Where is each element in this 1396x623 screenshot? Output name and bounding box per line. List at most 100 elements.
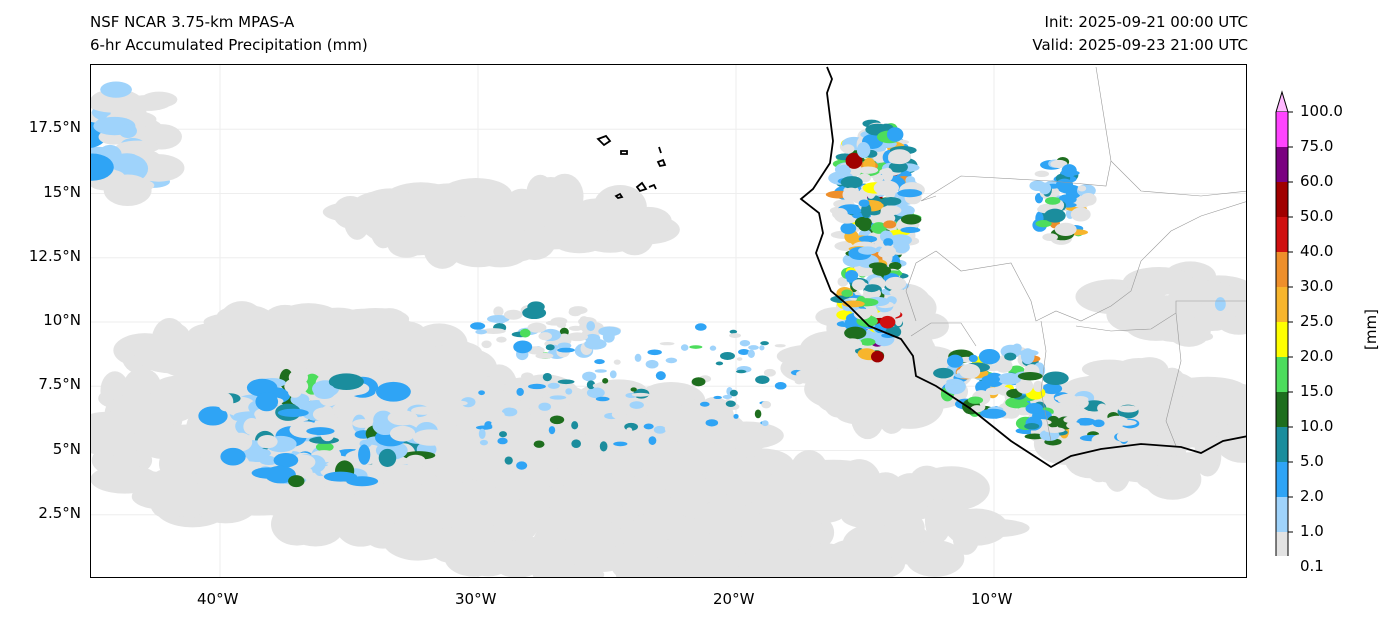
- precip-cell: [306, 427, 335, 436]
- precip-cell: [609, 370, 617, 379]
- precip-cell: [673, 417, 680, 421]
- precip-cell: [880, 205, 902, 216]
- precip-cell: [664, 405, 698, 443]
- precip-cell: [255, 408, 269, 423]
- precip-cell: [842, 338, 863, 350]
- precip-cell: [959, 363, 981, 379]
- map-canvas: [91, 65, 1246, 577]
- precip-cell: [1038, 182, 1052, 195]
- precip-cell: [886, 127, 904, 142]
- precip-cell: [595, 396, 610, 402]
- precip-cell: [393, 224, 445, 256]
- precip-cell: [612, 555, 670, 577]
- precip-cell: [761, 420, 769, 427]
- precip-cell: [845, 152, 863, 169]
- precip-cell: [1063, 416, 1078, 424]
- precip-cell: [550, 407, 563, 418]
- precip-cell: [411, 406, 436, 415]
- precip-cell: [493, 306, 504, 317]
- lat-tick-label: 17.5°N: [28, 118, 81, 137]
- precip-cell: [729, 329, 738, 334]
- precip-cell: [900, 226, 921, 234]
- precip-cell: [586, 320, 596, 332]
- precip-cell: [257, 434, 278, 449]
- precip-cell: [736, 357, 743, 361]
- precip-cell: [1020, 348, 1035, 365]
- precipitation-field: [91, 81, 1246, 577]
- precip-cell: [794, 377, 804, 385]
- init-time: Init: 2025-09-21 00:00 UTC: [1044, 13, 1248, 31]
- precip-cell: [738, 348, 750, 355]
- precip-cell: [373, 410, 394, 430]
- precip-cell: [774, 382, 787, 390]
- precip-cell: [733, 413, 739, 419]
- precip-cell: [497, 437, 508, 445]
- precip-cell: [889, 288, 907, 297]
- precip-cell: [501, 407, 518, 417]
- precip-cell: [115, 140, 160, 154]
- precip-cell: [103, 174, 152, 207]
- precip-cell: [677, 558, 745, 577]
- precip-cell: [664, 422, 672, 434]
- precip-cell: [586, 380, 596, 390]
- precip-cell: [698, 529, 756, 560]
- precip-cell: [486, 399, 499, 409]
- precip-cell: [1044, 427, 1065, 434]
- precip-cell: [475, 329, 488, 335]
- precipitation-map[interactable]: [90, 64, 1247, 578]
- precip-cell: [551, 389, 565, 395]
- colorbar-tick-label: 2.0: [1300, 487, 1324, 505]
- precip-cell: [703, 411, 714, 419]
- precip-cell: [885, 276, 907, 291]
- precip-cell: [1024, 423, 1040, 430]
- precip-cell: [759, 345, 765, 351]
- precip-cell: [650, 399, 663, 409]
- precip-cell: [647, 349, 662, 356]
- precip-cell: [837, 276, 849, 287]
- precip-cell: [568, 325, 583, 331]
- precip-cell: [519, 328, 531, 338]
- precip-cell: [967, 396, 984, 404]
- precip-cell: [450, 400, 468, 406]
- precip-cell: [91, 153, 114, 181]
- precip-cell: [836, 405, 893, 425]
- precip-cell: [722, 394, 733, 400]
- precip-cell: [1033, 380, 1044, 392]
- precip-cell: [246, 378, 278, 397]
- precip-cell: [125, 370, 155, 398]
- colorbar-units: [mm]: [1362, 309, 1380, 350]
- precip-cell: [277, 408, 309, 417]
- precip-cell: [594, 369, 607, 373]
- precip-cell: [789, 450, 829, 495]
- precip-cell: [888, 262, 902, 270]
- precip-cell: [842, 187, 860, 202]
- precip-cell: [578, 548, 626, 572]
- precip-cell: [429, 527, 469, 563]
- precip-cell: [629, 401, 644, 409]
- precip-cell: [841, 289, 853, 297]
- field-title: 6-hr Accumulated Precipitation (mm): [90, 36, 368, 54]
- precip-cell: [985, 387, 1001, 396]
- precip-cell: [358, 444, 371, 465]
- precip-cell: [523, 553, 562, 571]
- precip-cell: [352, 419, 373, 428]
- precip-cell: [970, 405, 984, 413]
- precip-cell: [91, 464, 159, 494]
- precip-cell: [484, 421, 493, 429]
- precip-cell: [412, 183, 490, 218]
- precip-cell: [516, 461, 528, 470]
- precip-cell: [503, 397, 522, 408]
- precip-cell: [220, 447, 246, 466]
- precip-cell: [197, 340, 242, 374]
- colorbar-segment: [1276, 112, 1288, 147]
- precip-cell: [1053, 404, 1068, 418]
- precip-cell: [893, 241, 910, 254]
- precip-cell: [735, 369, 747, 374]
- precip-cell: [375, 381, 411, 402]
- precip-cell: [844, 326, 867, 340]
- precip-cell: [694, 323, 707, 331]
- precip-cell: [860, 338, 876, 346]
- colorbar: [1275, 90, 1293, 556]
- precip-cell: [1183, 305, 1197, 319]
- country-borders: [905, 66, 1246, 447]
